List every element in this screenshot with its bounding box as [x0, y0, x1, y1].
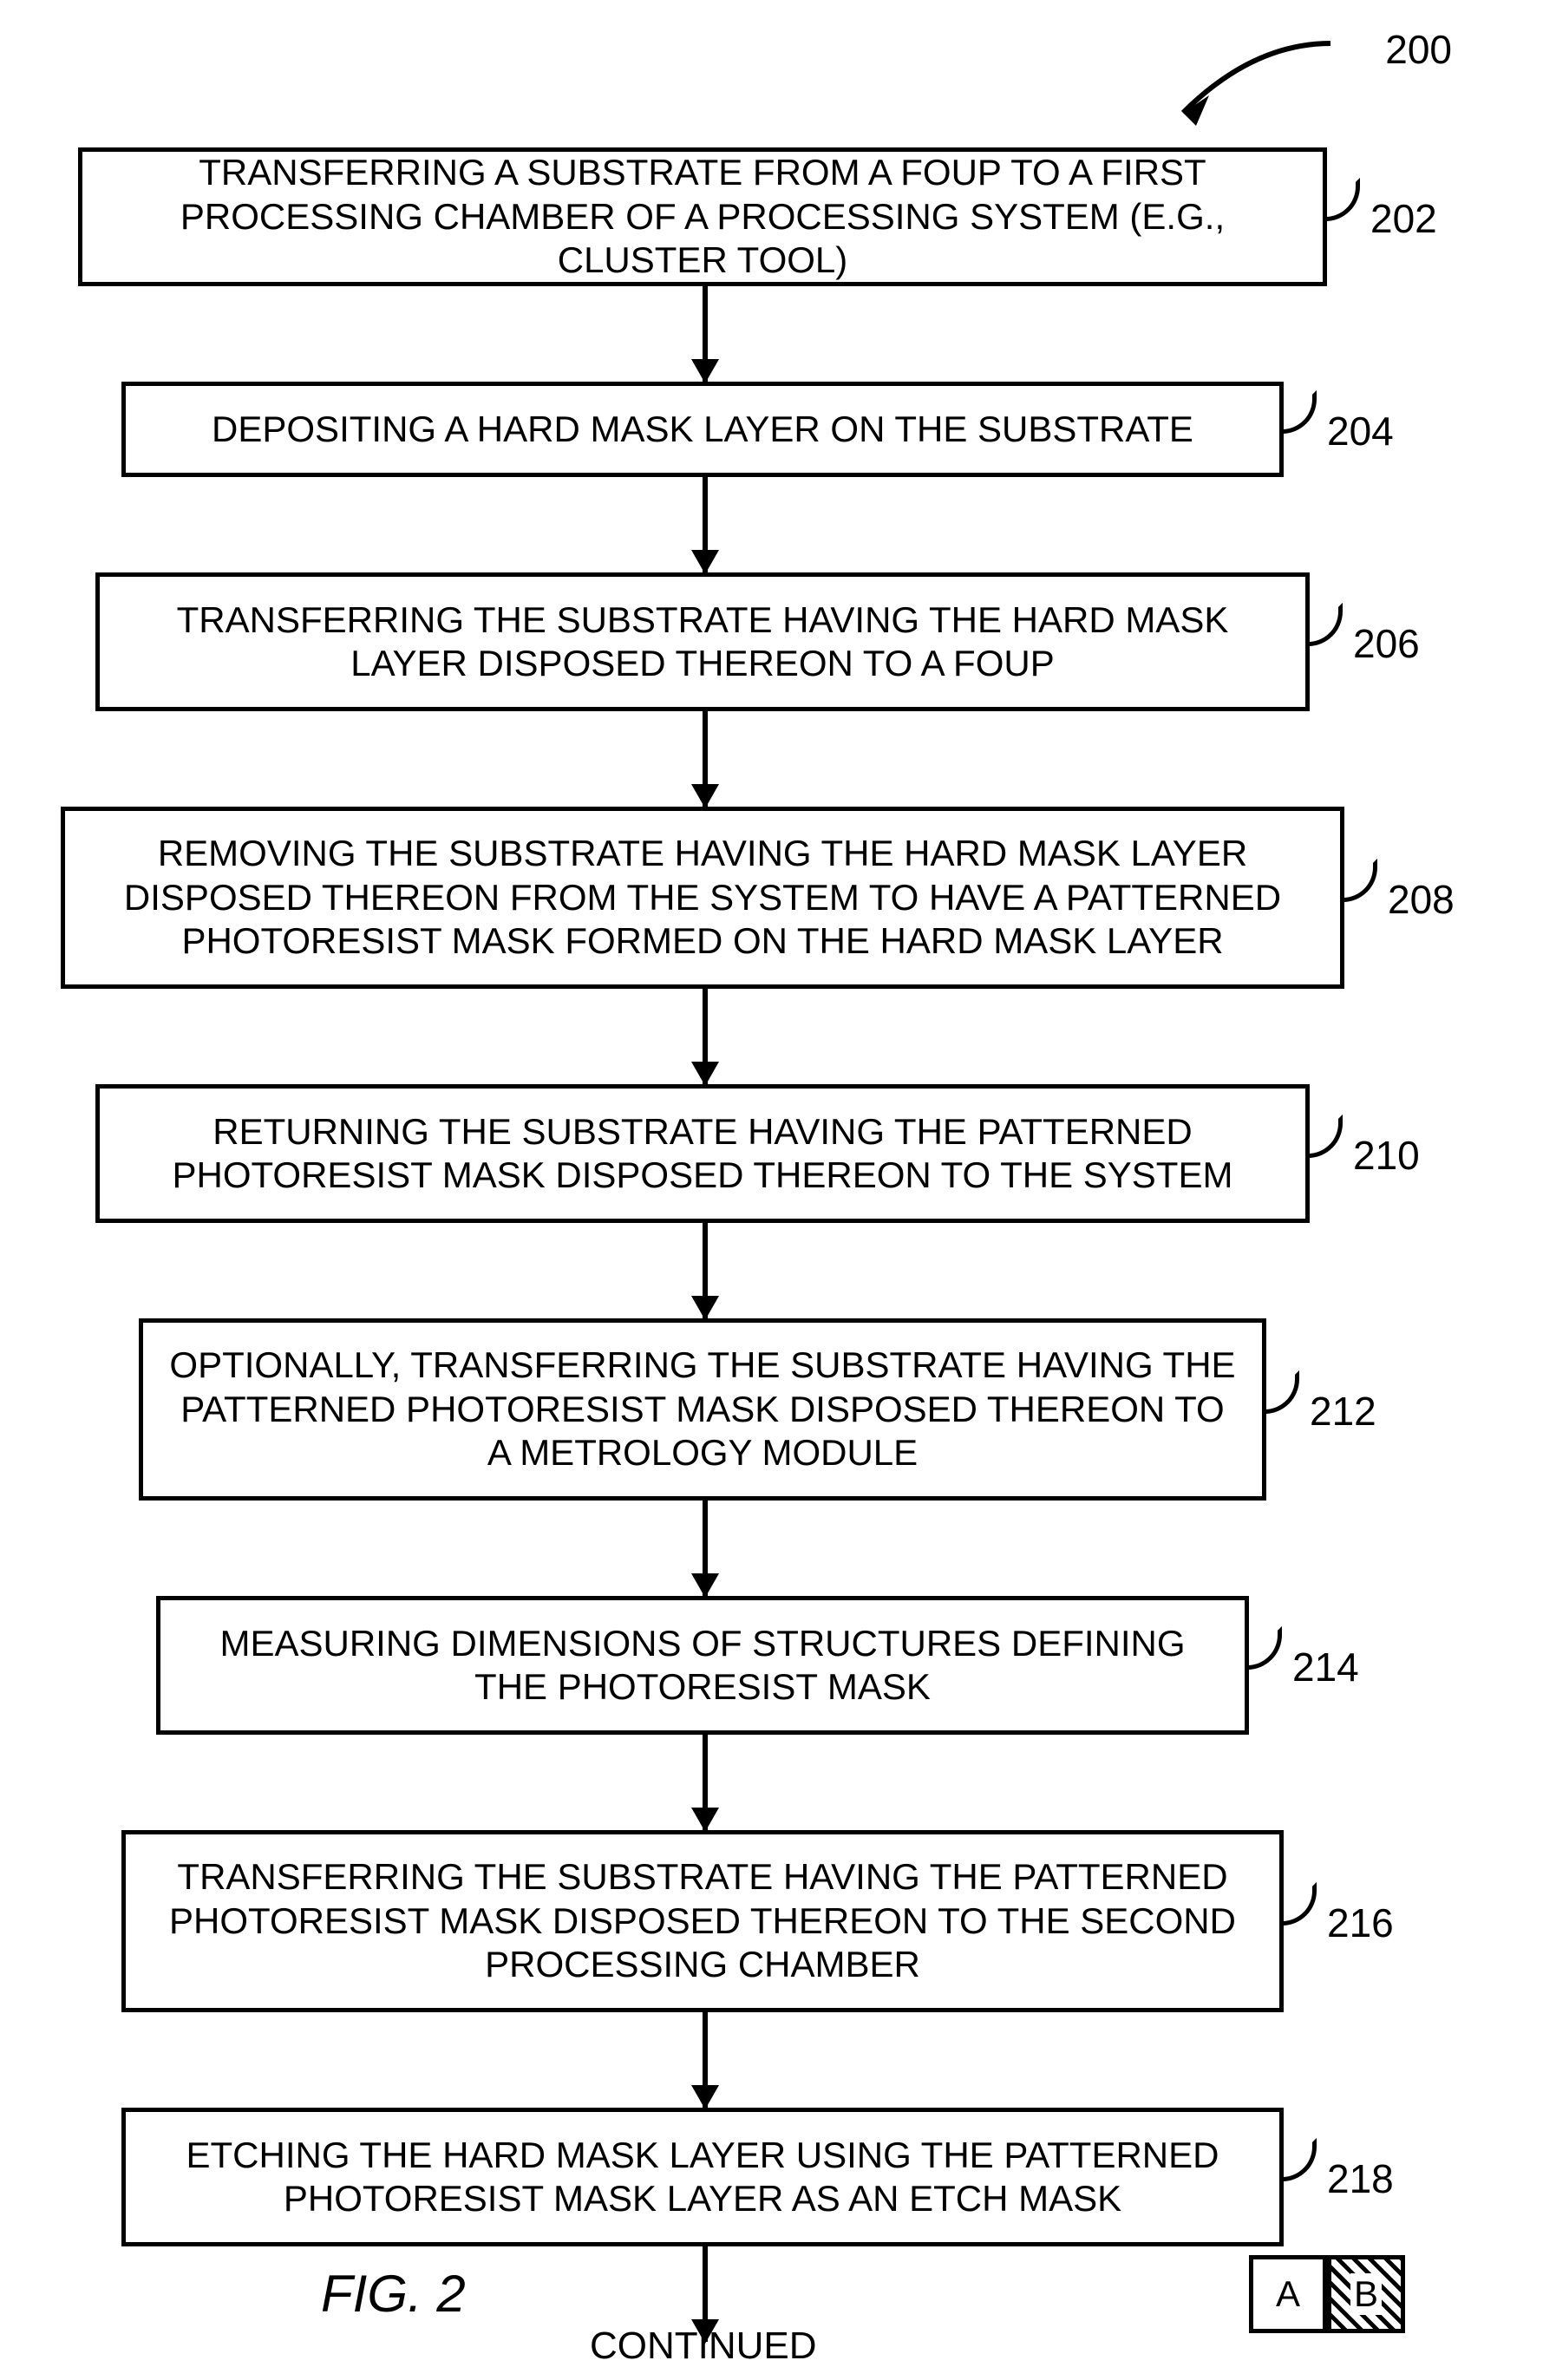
flow-step: RETURNING THE SUBSTRATE HAVING THE PATTE… — [95, 1084, 1310, 1223]
label-hook-icon — [1282, 1882, 1317, 1926]
step-ref-label: 210 — [1353, 1132, 1420, 1179]
figure-label: FIG. 2 — [321, 2264, 466, 2324]
arrow-down-icon — [691, 1573, 719, 1598]
legend-b-label: B — [1350, 2273, 1382, 2315]
label-hook-icon — [1308, 603, 1343, 646]
flow-step: MEASURING DIMENSIONS OF STRUCTURES DEFIN… — [156, 1596, 1249, 1735]
arrow-down-icon — [691, 2085, 719, 2109]
step-ref-label: 206 — [1353, 620, 1420, 667]
label-hook-icon — [1325, 178, 1360, 221]
flow-step: ETCHING THE HARD MASK LAYER USING THE PA… — [121, 2108, 1284, 2246]
step-ref-label: 218 — [1327, 2155, 1394, 2202]
flow-step: TRANSFERRING A SUBSTRATE FROM A FOUP TO … — [78, 147, 1327, 286]
arrow-down-icon — [691, 1296, 719, 1320]
arrow-down-icon — [691, 550, 719, 574]
flow-step: REMOVING THE SUBSTRATE HAVING THE HARD M… — [61, 807, 1344, 989]
step-ref-label: 216 — [1327, 1899, 1394, 1946]
step-ref-label: 204 — [1327, 408, 1394, 454]
arrow-down-icon — [691, 784, 719, 808]
step-ref-label: 214 — [1292, 1644, 1359, 1690]
step-ref-label: 212 — [1310, 1388, 1376, 1435]
arrow-down-icon — [691, 1062, 719, 1086]
label-hook-icon — [1282, 390, 1317, 434]
flow-step: OPTIONALLY, TRANSFERRING THE SUBSTRATE H… — [139, 1318, 1266, 1501]
legend-box-b: B — [1327, 2255, 1405, 2333]
label-hook-icon — [1282, 2138, 1317, 2181]
step-ref-label: 208 — [1388, 876, 1455, 923]
diagram-ref-label: 200 — [1385, 26, 1452, 73]
arrow-down-icon — [691, 359, 719, 383]
label-hook-icon — [1343, 859, 1377, 902]
curved-arrow-icon — [1148, 35, 1339, 139]
flow-step: TRANSFERRING THE SUBSTRATE HAVING THE HA… — [95, 572, 1310, 711]
flow-step: DEPOSITING A HARD MASK LAYER ON THE SUBS… — [121, 382, 1284, 477]
flow-step: TRANSFERRING THE SUBSTRATE HAVING THE PA… — [121, 1830, 1284, 2012]
label-hook-icon — [1247, 1626, 1282, 1670]
arrow-down-icon — [691, 1808, 719, 1832]
label-hook-icon — [1265, 1370, 1299, 1414]
step-ref-label: 202 — [1370, 195, 1437, 242]
continued-label: CONTINUED — [590, 2324, 817, 2368]
legend-box-a: A — [1249, 2255, 1327, 2333]
label-hook-icon — [1308, 1115, 1343, 1158]
flowchart-container: 200 TRANSFERRING A SUBSTRATE FROM A FOUP… — [0, 0, 1556, 2380]
